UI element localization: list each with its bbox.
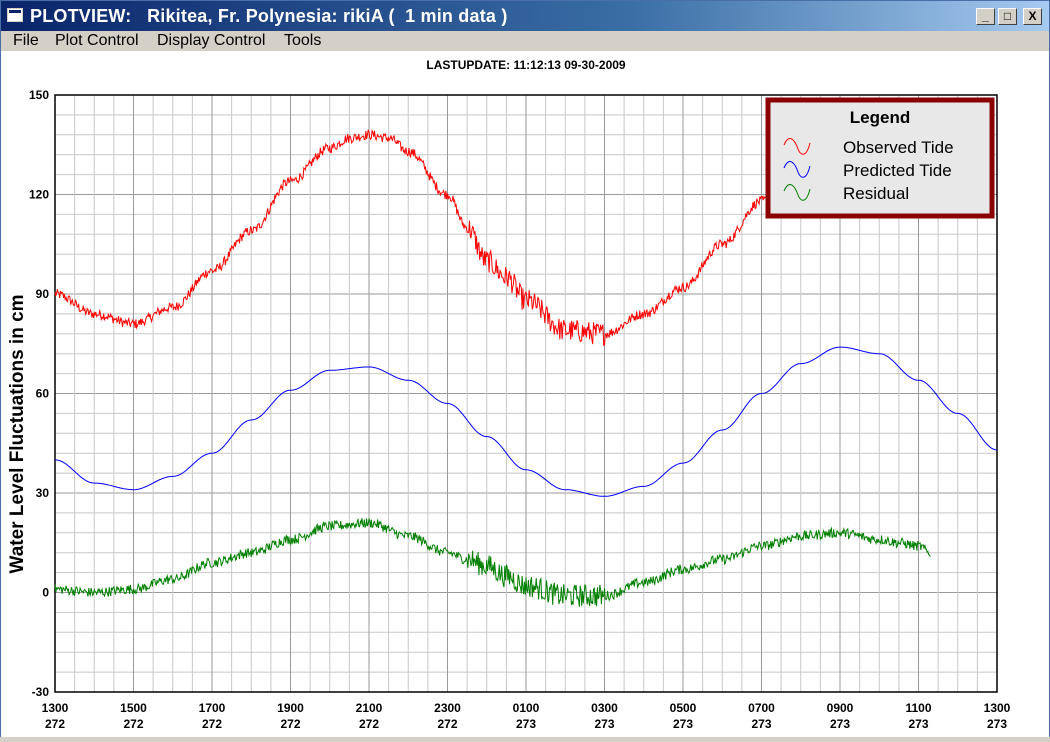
window-title: PLOTVIEW: Rikitea, Fr. Polynesia: rikiA … bbox=[30, 6, 508, 26]
legend-label: Residual bbox=[843, 184, 909, 203]
menu-plot-control[interactable]: Plot Control bbox=[55, 32, 139, 49]
chart-title: LASTUPDATE: 11:12:13 09-30-2009 bbox=[426, 58, 626, 72]
x-tick-day-label: 273 bbox=[516, 717, 536, 731]
menu-file[interactable]: File bbox=[13, 32, 39, 49]
y-tick-label: 120 bbox=[29, 188, 49, 202]
plot-border bbox=[54, 94, 998, 693]
y-tick-label: 30 bbox=[36, 486, 50, 500]
y-tick-label: 0 bbox=[42, 586, 49, 600]
menu-bar: File Plot Control Display Control Tools bbox=[1, 31, 1049, 51]
x-tick-time-label: 1900 bbox=[277, 701, 304, 715]
series-line-predicted-tide bbox=[54, 346, 998, 497]
y-tick-label: 90 bbox=[36, 287, 50, 301]
legend-label: Observed Tide bbox=[843, 138, 954, 157]
app-icon bbox=[7, 8, 23, 22]
x-tick-time-label: 1500 bbox=[120, 701, 147, 715]
y-tick-label: -30 bbox=[32, 685, 50, 699]
tide-chart: LASTUPDATE: 11:12:13 09-30-2009 Water Le… bbox=[7, 58, 1011, 731]
x-tick-day-label: 273 bbox=[594, 717, 614, 731]
menu-display-control[interactable]: Display Control bbox=[157, 32, 266, 49]
x-tick-day-label: 272 bbox=[359, 717, 379, 731]
legend-swatch bbox=[783, 138, 811, 155]
x-tick-time-label: 0700 bbox=[748, 701, 775, 715]
x-tick-time-label: 0300 bbox=[591, 701, 618, 715]
grid bbox=[54, 94, 998, 693]
minimize-button[interactable]: _ bbox=[976, 8, 995, 25]
x-tick-time-label: 1300 bbox=[984, 701, 1011, 715]
x-tick-day-label: 273 bbox=[987, 717, 1007, 731]
series-line-residual bbox=[54, 517, 931, 607]
legend-swatch bbox=[783, 184, 811, 201]
x-tick-day-label: 272 bbox=[280, 717, 300, 731]
x-tick-time-label: 2100 bbox=[356, 701, 383, 715]
plot-area: LASTUPDATE: 11:12:13 09-30-2009 Water Le… bbox=[1, 51, 1049, 737]
legend-box bbox=[765, 97, 995, 219]
series-line-observed-tide bbox=[54, 129, 802, 347]
x-tick-day-label: 272 bbox=[123, 717, 143, 731]
maximize-button[interactable]: □ bbox=[998, 8, 1017, 25]
x-tick-day-label: 272 bbox=[45, 717, 65, 731]
x-tick-time-label: 1700 bbox=[199, 701, 226, 715]
x-tick-day-label: 273 bbox=[673, 717, 693, 731]
x-tick-time-label: 0100 bbox=[513, 701, 540, 715]
axes: -30 0 30 60 90 120 150 1300 272 1500 272 1700 272 190… bbox=[29, 88, 1011, 731]
legend: Legend Observed Tide Predicted Tide Residua… bbox=[765, 97, 995, 219]
legend-label: Predicted Tide bbox=[843, 161, 952, 180]
x-tick-day-label: 273 bbox=[751, 717, 771, 731]
x-tick-day-label: 273 bbox=[908, 717, 928, 731]
x-tick-time-label: 2300 bbox=[434, 701, 461, 715]
x-tick-time-label: 1300 bbox=[42, 701, 69, 715]
x-tick-time-label: 1100 bbox=[905, 701, 931, 715]
y-tick-label: 150 bbox=[29, 88, 49, 102]
legend-swatch bbox=[783, 161, 811, 178]
y-axis-label: Water Level Fluctuations in cm bbox=[7, 294, 28, 573]
x-tick-day-label: 272 bbox=[202, 717, 222, 731]
x-tick-day-label: 272 bbox=[437, 717, 457, 731]
title-bar[interactable]: PLOTVIEW: Rikitea, Fr. Polynesia: rikiA … bbox=[1, 1, 1049, 31]
series-group bbox=[54, 129, 998, 607]
menu-tools[interactable]: Tools bbox=[284, 32, 322, 49]
y-tick-label: 60 bbox=[36, 387, 50, 401]
x-tick-time-label: 0900 bbox=[827, 701, 854, 715]
x-tick-day-label: 273 bbox=[830, 717, 850, 731]
x-tick-time-label: 0500 bbox=[670, 701, 697, 715]
close-button[interactable]: X bbox=[1023, 8, 1042, 25]
legend-title: Legend bbox=[850, 108, 910, 127]
